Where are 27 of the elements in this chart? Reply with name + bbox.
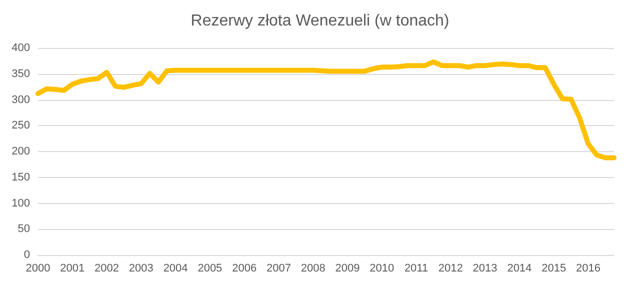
x-tick-label: 2012 [438,262,463,274]
x-tick-label: 2016 [576,262,600,274]
y-tick-label: 350 [12,68,30,80]
x-tick-label: 2013 [472,262,498,274]
y-tick-label: 200 [12,146,30,158]
chart-title: Rezerwy złota Wenezueli (w tonach) [190,12,450,30]
y-tick-label: 50 [18,223,30,236]
y-tick-label: 300 [12,94,30,106]
x-tick-label: 2014 [507,262,532,274]
x-tick-label: 2006 [232,262,257,274]
x-tick-label: 2015 [542,262,566,274]
x-tick-label: 2004 [163,262,188,274]
x-tick-label: 2000 [26,262,50,274]
x-tick-label: 2008 [300,262,326,274]
x-tick-label: 2007 [266,262,291,274]
x-tick-label: 2011 [404,262,428,274]
x-tick-label: 2005 [198,262,222,274]
x-tick-label: 2009 [335,262,360,274]
x-tick-label: 2010 [370,262,394,274]
y-tick-label: 400 [12,42,30,54]
y-tick-label: 150 [12,171,30,184]
y-tick-label: 250 [12,120,30,132]
y-tick-label: 100 [12,197,30,210]
x-tick-label: 2002 [94,262,120,274]
x-tick-label: 2001 [60,262,85,274]
x-tick-label: 2003 [128,262,154,274]
y-tick-label: 0 [24,249,30,261]
